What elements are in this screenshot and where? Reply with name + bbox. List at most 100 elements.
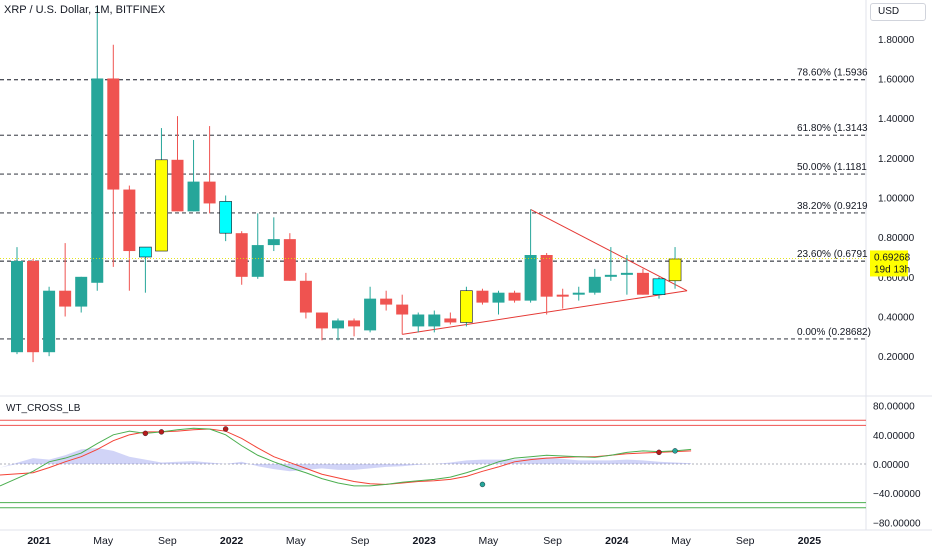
- cross-dot: [479, 481, 486, 488]
- candle-body: [75, 276, 88, 307]
- cross-dot: [142, 430, 149, 437]
- candle-2022-10: [348, 318, 361, 337]
- indicator-title: WT_CROSS_LB: [6, 403, 81, 414]
- time-tick-label: May: [478, 535, 499, 547]
- candle-2023-06: [476, 288, 489, 305]
- candle-2024-05: [652, 276, 666, 299]
- candle-body: [123, 189, 136, 252]
- candle-body: [476, 290, 489, 303]
- candle-body: [283, 239, 296, 281]
- price-axis[interactable]: 1.80000 1.60000 1.40000 1.20000 1.00000 0.800…: [878, 35, 915, 363]
- candle-2023-04: [444, 312, 457, 325]
- price-tick-label: 1.00000: [878, 193, 915, 204]
- candle-2021-10: [155, 128, 168, 252]
- time-tick-label: 2021: [27, 535, 51, 547]
- candle-2023-01: [396, 294, 409, 335]
- candle-body: [460, 290, 473, 323]
- candle-2022-09: [332, 318, 344, 341]
- cross-dot: [158, 429, 165, 435]
- wt-cross-indicator: [0, 419, 866, 509]
- candle-body: [267, 239, 280, 246]
- candle-body: [299, 280, 312, 313]
- price-tick-label: 0.60000: [878, 273, 915, 284]
- triangle-pattern: [402, 208, 688, 335]
- candle-body: [444, 318, 457, 323]
- candle-2022-11: [364, 286, 377, 333]
- candle-body: [524, 255, 537, 301]
- candle-2024-02: [604, 247, 617, 281]
- candle-2024-03: [620, 255, 633, 295]
- candle-2022-12: [380, 290, 393, 311]
- candle-body: [11, 260, 23, 353]
- time-axis[interactable]: 2021 May Sep 2022 May Sep 2023 May Sep 2024 May Sep…: [27, 535, 821, 547]
- fib-label: 78.60% (1.5936: [797, 68, 868, 79]
- time-tick-label: Sep: [158, 535, 177, 547]
- candle-2021-02: [27, 258, 40, 363]
- countdown-label: 19d 13h: [874, 264, 910, 275]
- candle-body: [636, 272, 649, 295]
- price-tick-label: 1.20000: [878, 154, 915, 165]
- wt1-line: [0, 427, 692, 487]
- candle-body: [91, 78, 104, 283]
- time-tick-label: Sep: [736, 535, 755, 547]
- candle-body: [171, 159, 184, 212]
- cross-dot: [672, 448, 678, 454]
- price-tick-label: 0.20000: [878, 352, 915, 363]
- indicator-tick-label: 80.00000: [873, 402, 915, 413]
- candle-body: [219, 201, 232, 234]
- candle-body: [235, 233, 248, 277]
- candle-body: [412, 314, 425, 327]
- candle-2022-05: [267, 217, 280, 252]
- candle-body: [187, 181, 200, 212]
- indicator-tick-label: 40.00000: [873, 431, 915, 442]
- fib-label: 0.00% (0.28682): [797, 327, 871, 338]
- time-tick-label: May: [93, 535, 114, 547]
- candle-body: [588, 276, 601, 293]
- candle-body: [332, 320, 344, 329]
- candle-2022-03: [235, 231, 248, 285]
- time-tick-label: 2023: [413, 535, 437, 547]
- candle-body: [251, 245, 264, 277]
- price-panel[interactable]: 78.60% (1.5936 61.80% (1.3143 50.00% (1.11…: [0, 0, 915, 396]
- current-price-box: [870, 250, 908, 277]
- candle-2022-02: [219, 195, 232, 242]
- candle-body: [652, 278, 666, 295]
- current-price-label: 0.69268: [874, 252, 911, 263]
- candle-body: [380, 298, 393, 305]
- candle-body: [620, 272, 633, 275]
- candle-body: [396, 304, 409, 315]
- candle-body: [315, 312, 328, 329]
- time-tick-label: 2025: [798, 535, 822, 547]
- candle-body: [155, 159, 168, 252]
- candle-2023-02: [412, 312, 425, 333]
- candle-2021-12: [187, 139, 200, 212]
- histogram-area: [0, 447, 692, 472]
- candle-body: [107, 78, 120, 190]
- candle-2022-07: [299, 272, 312, 319]
- time-tick-label: Sep: [543, 535, 562, 547]
- candle-2023-03: [428, 310, 441, 333]
- candle-body: [668, 258, 682, 282]
- indicator-axis[interactable]: 80.00000 40.00000 0.00000 −40.00000 −80.0000…: [873, 402, 921, 530]
- candle-2022-08: [315, 312, 328, 341]
- currency-selector[interactable]: USD: [870, 3, 926, 21]
- candle-2023-09: [524, 209, 537, 303]
- indicator-panel[interactable]: 80.00000 40.00000 0.00000 −40.00000 −80.0000…: [0, 396, 921, 530]
- triangle-upper-line: [530, 208, 688, 292]
- candle-2022-04: [251, 213, 264, 279]
- candle-2023-07: [492, 290, 505, 315]
- price-tick-label: 0.40000: [878, 312, 915, 323]
- candle-2023-05: [460, 286, 473, 327]
- indicator-tick-label: −80.00000: [873, 518, 921, 529]
- candle-2021-09: [139, 246, 152, 293]
- candle-2021-08: [123, 185, 136, 291]
- fib-levels: 78.60% (1.5936 61.80% (1.3143 50.00% (1.11…: [0, 68, 871, 340]
- time-tick-label: May: [671, 535, 692, 547]
- candle-2024-06: [668, 247, 682, 289]
- cross-dot: [656, 449, 662, 456]
- fib-label: 23.60% (0.6791: [797, 249, 868, 260]
- candle-2021-01: [11, 247, 23, 355]
- fib-label: 50.00% (1.1181: [797, 162, 867, 173]
- candle-body: [27, 260, 40, 353]
